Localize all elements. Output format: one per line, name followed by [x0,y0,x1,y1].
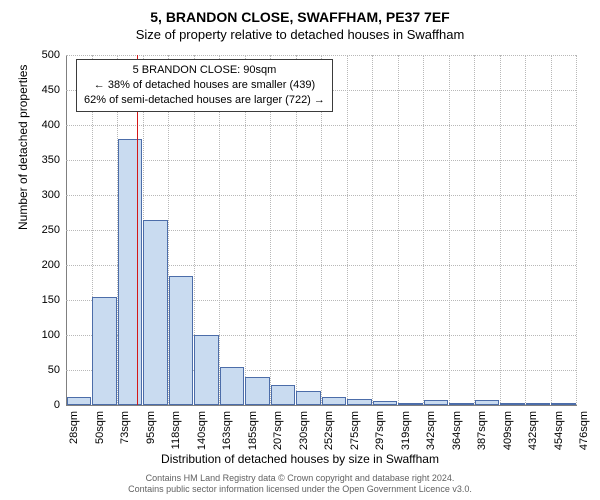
x-tick-label: 387sqm [476,411,488,450]
x-tick-label: 432sqm [527,411,539,450]
legend-box: 5 BRANDON CLOSE: 90sqm← 38% of detached … [76,59,333,112]
y-tick-label: 500 [42,49,66,61]
histogram-bar [322,397,347,405]
histogram-bar [271,385,296,405]
histogram-bar [67,397,92,405]
y-tick-label: 450 [42,84,66,96]
x-tick-label: 454sqm [553,411,565,450]
x-tick-label: 118sqm [170,411,182,449]
histogram-bar [475,400,500,405]
x-tick-label: 297sqm [374,411,386,450]
gridline-v [449,55,450,405]
x-tick-label: 342sqm [425,411,437,450]
y-tick-label: 400 [42,119,66,131]
x-tick-label: 364sqm [451,411,463,450]
histogram-bar [424,400,449,405]
x-tick-label: 207sqm [272,411,284,450]
histogram-bar [245,377,270,405]
gridline-v [347,55,348,405]
y-tick-label: 0 [54,399,66,411]
x-tick-label: 409sqm [502,411,514,450]
x-tick-label: 476sqm [578,411,590,450]
x-tick-label: 163sqm [221,411,233,450]
histogram-bar [296,391,321,405]
y-tick-label: 150 [42,294,66,306]
footer-line-1: Contains HM Land Registry data © Crown c… [0,473,600,485]
legend-line: 62% of semi-detached houses are larger (… [84,93,325,108]
gridline-v [398,55,399,405]
histogram-bar [526,403,551,405]
x-tick-label: 73sqm [119,411,131,444]
page-subtitle: Size of property relative to detached ho… [0,25,600,42]
x-tick-label: 275sqm [349,411,361,450]
footer-attribution: Contains HM Land Registry data © Crown c… [0,473,600,496]
histogram-bar [169,276,194,406]
page-title: 5, BRANDON CLOSE, SWAFFHAM, PE37 7EF [0,0,600,25]
y-tick-label: 250 [42,224,66,236]
x-tick-label: 185sqm [247,411,259,450]
x-tick-label: 230sqm [298,411,310,450]
histogram-bar [373,401,398,405]
histogram-bar [551,403,576,405]
histogram-bar [194,335,219,405]
x-tick-label: 252sqm [323,411,335,450]
histogram-bar [449,403,474,405]
y-tick-label: 350 [42,154,66,166]
histogram-bar [92,297,117,406]
histogram-bar [398,403,423,405]
x-tick-label: 50sqm [94,411,106,444]
histogram-bar [143,220,168,406]
x-axis-label: Distribution of detached houses by size … [0,452,600,466]
gridline-v [576,55,577,405]
x-tick-label: 95sqm [145,411,157,444]
legend-line: 5 BRANDON CLOSE: 90sqm [84,63,325,78]
gridline-v [423,55,424,405]
gridline-v [474,55,475,405]
y-tick-label: 200 [42,259,66,271]
gridline-v [500,55,501,405]
y-tick-label: 300 [42,189,66,201]
footer-line-2: Contains public sector information licen… [0,484,600,496]
histogram-bar [220,367,245,406]
gridline-v [525,55,526,405]
y-tick-label: 50 [48,364,66,376]
legend-line: ← 38% of detached houses are smaller (43… [84,78,325,93]
gridline-v [372,55,373,405]
histogram-bar [500,403,525,405]
gridline-v [551,55,552,405]
x-tick-label: 140sqm [196,411,208,450]
x-tick-label: 319sqm [400,411,412,450]
x-tick-label: 28sqm [68,411,80,444]
chart-plot-area: 05010015020025030035040045050028sqm50sqm… [66,55,576,405]
y-tick-label: 100 [42,329,66,341]
histogram-bar [347,399,372,405]
y-axis-label: Number of detached properties [16,65,30,230]
